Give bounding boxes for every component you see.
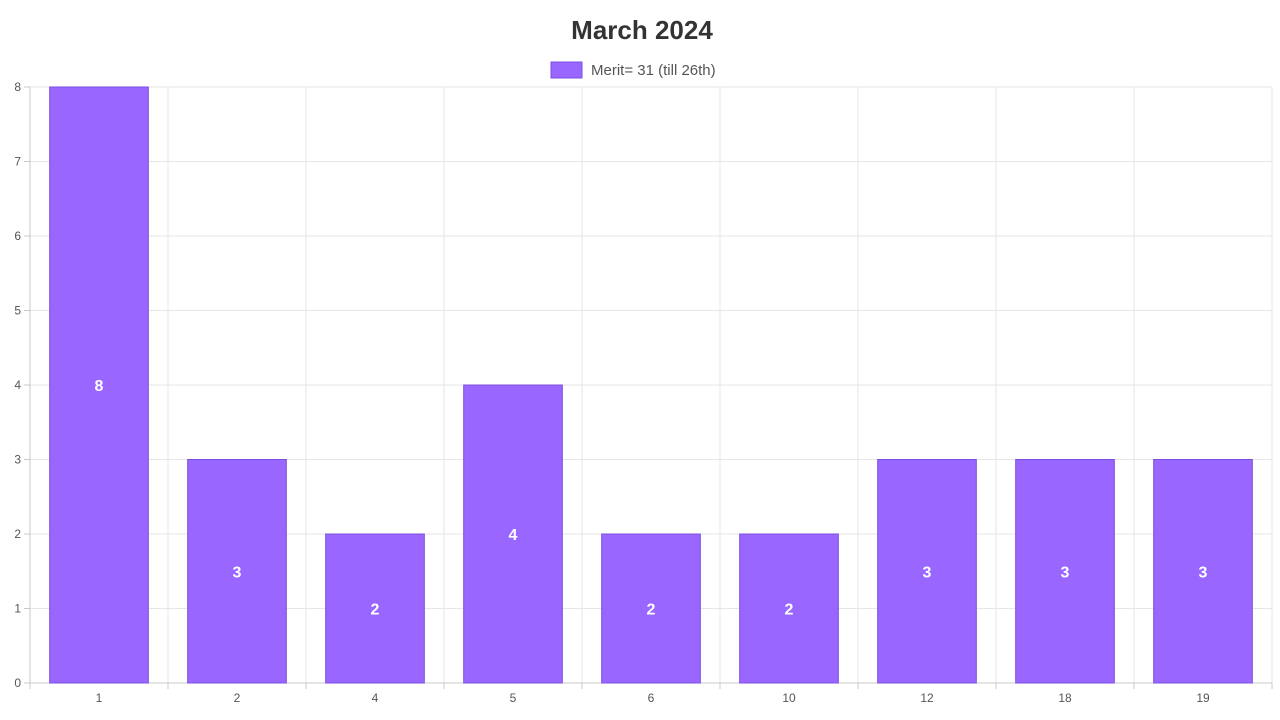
bar[interactable] [739,533,839,684]
y-tick-label: 4 [14,378,21,392]
x-tick-label: 6 [648,691,655,705]
bar-data-label: 3 [233,564,242,581]
bar-data-label: 2 [785,602,794,619]
x-tick-label: 2 [234,691,241,705]
bar-data-label: 3 [1061,564,1070,581]
x-tick-label: 4 [372,691,379,705]
bar[interactable] [1153,459,1253,684]
y-tick-label: 5 [14,304,21,318]
x-tick-label: 12 [920,691,934,705]
bar-data-label: 3 [1199,564,1208,581]
legend-label: Merit= 31 (till 26th) [591,62,716,79]
bar[interactable] [463,384,563,684]
bar[interactable] [187,459,287,684]
chart-title: March 2024 [571,15,713,45]
grid [30,86,1273,684]
bar[interactable] [325,533,425,684]
y-tick-label: 3 [14,453,21,467]
bar-data-label: 4 [509,527,518,544]
x-tick-label: 18 [1058,691,1072,705]
bar[interactable] [877,459,977,684]
y-tick-label: 8 [14,80,21,94]
y-tick-label: 7 [14,155,21,169]
y-tick-label: 6 [14,229,21,243]
bar[interactable] [1015,459,1115,684]
x-tick-label: 5 [510,691,517,705]
bar-data-label: 8 [95,378,104,395]
legend-swatch [550,61,583,79]
y-tick-label: 0 [14,676,21,690]
x-tick-label: 19 [1196,691,1210,705]
x-tick-label: 1 [96,691,103,705]
bar-data-label: 3 [923,564,932,581]
x-tick-label: 10 [782,691,796,705]
bar-data-label: 2 [371,602,380,619]
bar[interactable] [49,86,149,684]
data-labels: 8 3 2 4 2 2 3 3 3 [95,378,1208,619]
y-tick-label: 1 [14,602,21,616]
bar-data-label: 2 [647,602,656,619]
bars [49,86,1253,684]
y-tick-label: 2 [14,527,21,541]
legend[interactable]: Merit= 31 (till 26th) [550,61,716,79]
bar[interactable] [601,533,701,684]
